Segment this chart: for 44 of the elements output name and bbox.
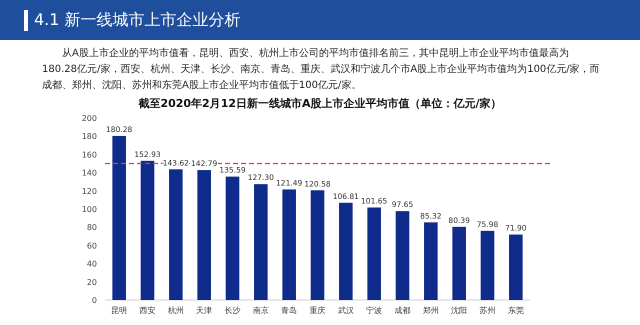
y-tick-label: 0: [92, 296, 97, 305]
y-tick-label: 200: [82, 114, 97, 123]
y-tick-label: 60: [86, 241, 97, 250]
y-tick-label: 100: [82, 205, 97, 214]
text: 从A股上市企业的平均市值看，昆明、西安、杭州上市公司的平均市值排名前三，其中昆明上市企业平均市值最高为180.28亿元/家，西安、杭州、天津、长沙、南京、青岛、重庆、武汉和宁波几个市A股上市企业平均市值均为100亿元/家，而成都、郑州、沈阳、苏州和东莞A股上市企业平均市值低于100亿元/家。: [42, 46, 601, 93]
bar: [424, 222, 438, 300]
bar: [452, 226, 466, 300]
x-tick-label: 宁波: [366, 306, 382, 315]
x-tick-label: 东莞: [508, 306, 524, 315]
x-tick-label: 西安: [140, 306, 156, 315]
bar: [509, 234, 523, 300]
bar: [112, 136, 126, 300]
y-tick-label: 20: [86, 278, 97, 287]
bar: [282, 189, 296, 300]
x-tick-label: 苏州: [480, 306, 496, 315]
x-tick-label: 郑州: [422, 306, 439, 315]
y-tick-label: 180: [82, 132, 97, 142]
bar: [480, 230, 494, 300]
bar: [197, 170, 211, 300]
x-tick-label: 成都: [394, 306, 410, 315]
bar: [140, 160, 154, 300]
y-tick-label: 160: [82, 150, 97, 160]
bar: [339, 202, 353, 300]
x-tick-label: 青岛: [281, 306, 298, 315]
y-tick-label: 80: [86, 223, 97, 232]
x-tick-label: 重庆: [310, 306, 326, 315]
bar: [254, 184, 268, 300]
bar: [310, 190, 324, 300]
x-tick-label: 南京: [252, 306, 269, 315]
x-tick-label: 长沙: [224, 306, 240, 315]
x-tick-label: 昆明: [111, 306, 128, 315]
bar: [396, 211, 410, 300]
x-tick-label: 天津: [196, 306, 212, 315]
chart-subtitle: 截至2020年2月12日新一线城市A股上市企业平均市值（单位：亿元/家）: [137, 96, 503, 111]
y-tick-label: 120: [82, 186, 97, 196]
x-tick-label: 武汉: [338, 306, 354, 315]
bar: [367, 208, 381, 300]
y-tick-label: 140: [82, 168, 97, 178]
chart-title: 4.1 新一线城市上市企业分析: [34, 9, 241, 31]
x-tick-label: 沈阳: [451, 306, 468, 315]
x-tick-label: 杭州: [166, 306, 184, 315]
bar: [226, 176, 240, 300]
y-tick-label: 40: [86, 260, 97, 269]
bar: [169, 169, 183, 300]
